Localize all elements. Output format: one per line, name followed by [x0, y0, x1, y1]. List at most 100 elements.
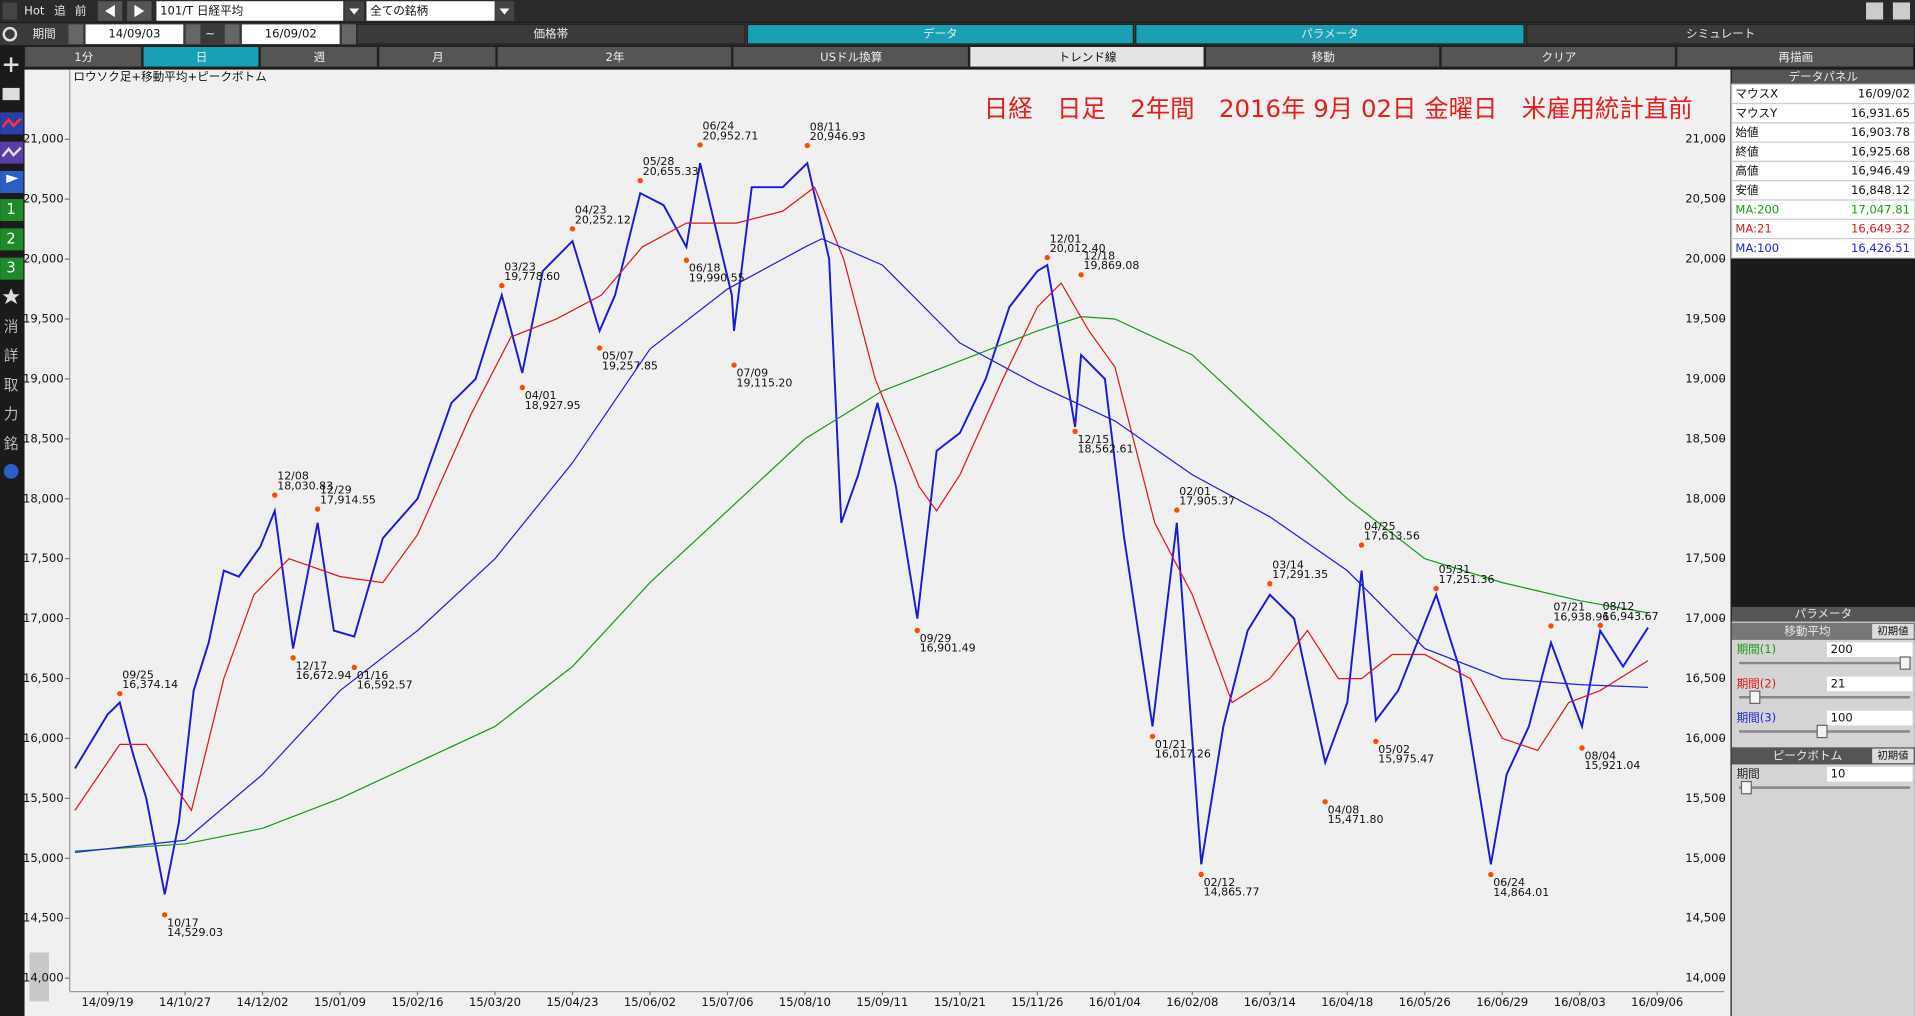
dropdown-icon — [499, 8, 510, 15]
settings-icon[interactable] — [3, 464, 19, 479]
tab-label: パラメータ — [1301, 27, 1359, 41]
param-input[interactable] — [1826, 642, 1913, 657]
param-value: 100 — [1831, 711, 1853, 725]
peak-bottom-marker — [351, 664, 357, 671]
add-icon[interactable] — [3, 57, 19, 73]
annotation-value: 17,905.37 — [1179, 495, 1235, 508]
y-tick-label: 18,000 — [1685, 491, 1726, 505]
peak-bottom-marker — [1078, 272, 1084, 278]
sidebar-label[interactable]: 3 — [6, 260, 15, 277]
reset-label[interactable]: 初期値 — [1877, 749, 1908, 762]
toolbar-button[interactable] — [1204, 45, 1441, 68]
arrow-button[interactable] — [342, 24, 357, 44]
peak-bottom-marker — [117, 690, 123, 697]
toolbar-button[interactable] — [378, 45, 497, 68]
y-tick-label: 17,000 — [1685, 611, 1726, 625]
reset-label[interactable]: 初期値 — [1877, 624, 1908, 637]
sidebar-label[interactable]: 消 — [4, 318, 19, 335]
sidebar-label[interactable]: 取 — [4, 377, 19, 394]
x-tick-label: 16/06/29 — [1476, 995, 1528, 1009]
data-label: マウスX — [1735, 87, 1778, 101]
toolbar-button[interactable] — [969, 45, 1205, 68]
param-input[interactable] — [1826, 710, 1913, 726]
toolbar-button[interactable] — [1440, 45, 1677, 68]
annotation-date: 06/24 — [703, 120, 735, 133]
sidebar-button[interactable] — [0, 228, 24, 251]
arrow-button[interactable] — [68, 24, 84, 44]
window-button[interactable] — [1892, 2, 1910, 20]
prev-button[interactable]: 前 — [75, 3, 87, 17]
date-box[interactable] — [241, 24, 340, 44]
toolbar-button-label: クリア — [1542, 50, 1577, 64]
param-input[interactable] — [1826, 676, 1913, 692]
peak-bottom-marker — [1579, 745, 1585, 751]
universe-box[interactable] — [366, 1, 495, 21]
annotation-date: 04/01 — [525, 389, 557, 402]
forward-icon — [134, 4, 145, 18]
annotation-value: 20,012.40 — [1050, 242, 1106, 255]
y-tick-label: 17,000 — [23, 611, 64, 625]
annotation-date: 12/29 — [320, 484, 352, 497]
star-icon[interactable] — [2, 288, 20, 305]
tab[interactable] — [1135, 23, 1525, 45]
sidebar-label[interactable]: 銘 — [4, 436, 19, 453]
arrow-button[interactable] — [185, 24, 201, 44]
annotation-date: 01/16 — [357, 669, 389, 682]
data-value: 16/09/02 — [1858, 87, 1910, 101]
hot-button[interactable]: Hot — [24, 3, 45, 17]
annotation-date: 06/18 — [689, 262, 721, 275]
slider-thumb[interactable] — [1740, 780, 1752, 795]
universe-text: 全ての銘柄 — [370, 3, 428, 17]
param-value: 200 — [1831, 642, 1853, 656]
sidebar-label[interactable]: 力 — [4, 406, 19, 423]
to-date: 16/09/02 — [265, 27, 317, 41]
slider-thumb[interactable] — [1899, 656, 1911, 670]
annotation-value: 16,374.14 — [122, 678, 178, 691]
slider-thumb[interactable] — [1749, 690, 1761, 704]
peak-bottom-marker — [1433, 585, 1439, 592]
annotation-date: 12/17 — [296, 659, 328, 672]
y-tick-label: 20,500 — [23, 192, 64, 206]
symbol-box[interactable] — [156, 1, 344, 21]
chase-button[interactable]: 追 — [54, 3, 66, 17]
price-line — [74, 161, 1649, 895]
sidebar-label[interactable]: 詳 — [4, 348, 19, 365]
peak-bottom-marker — [1548, 623, 1554, 629]
toolbar-button[interactable] — [23, 45, 143, 68]
search-icon[interactable] — [2, 26, 18, 42]
reset-button[interactable] — [1872, 748, 1914, 764]
camera-icon[interactable] — [2, 87, 20, 101]
reset-button[interactable] — [1872, 624, 1914, 639]
bulb-icon[interactable] — [2, 2, 18, 20]
toolbar-button[interactable] — [259, 45, 379, 68]
toolbar-button[interactable] — [1676, 45, 1915, 68]
sidebar-label[interactable]: 2 — [6, 230, 15, 247]
window-button[interactable] — [1866, 2, 1884, 20]
x-tick-label: 16/02/08 — [1166, 995, 1218, 1009]
date-box[interactable] — [85, 24, 184, 44]
data-value: 16,426.51 — [1851, 241, 1910, 255]
toolbar-button[interactable] — [496, 45, 733, 68]
param-value: 21 — [1831, 676, 1846, 690]
toolbar-button[interactable] — [142, 45, 260, 68]
y-tick-label: 19,500 — [23, 312, 64, 326]
toolbar-button[interactable] — [732, 45, 970, 68]
y-tick-label: 18,500 — [23, 431, 64, 445]
x-tick-label: 16/03/14 — [1244, 995, 1296, 1009]
param-input[interactable] — [1826, 766, 1913, 782]
arrow-button[interactable] — [224, 24, 240, 44]
data-value: 16,925.68 — [1851, 144, 1910, 158]
sidebar-button[interactable] — [0, 257, 24, 280]
mini-icon[interactable] — [29, 952, 49, 1002]
flag-icon[interactable] — [0, 170, 24, 193]
sidebar-label[interactable]: 1 — [6, 201, 15, 218]
tab[interactable] — [746, 23, 1134, 45]
sidebar-button[interactable] — [0, 199, 24, 222]
annotation-date: 01/21 — [1155, 738, 1187, 751]
sidebar — [0, 46, 24, 1016]
toolbar-button-label: 1分 — [74, 50, 93, 64]
annotation-value: 14,529.03 — [167, 926, 223, 939]
period-label: 期間 — [32, 27, 55, 41]
slider-thumb[interactable] — [1816, 724, 1828, 739]
tab[interactable] — [356, 23, 746, 45]
